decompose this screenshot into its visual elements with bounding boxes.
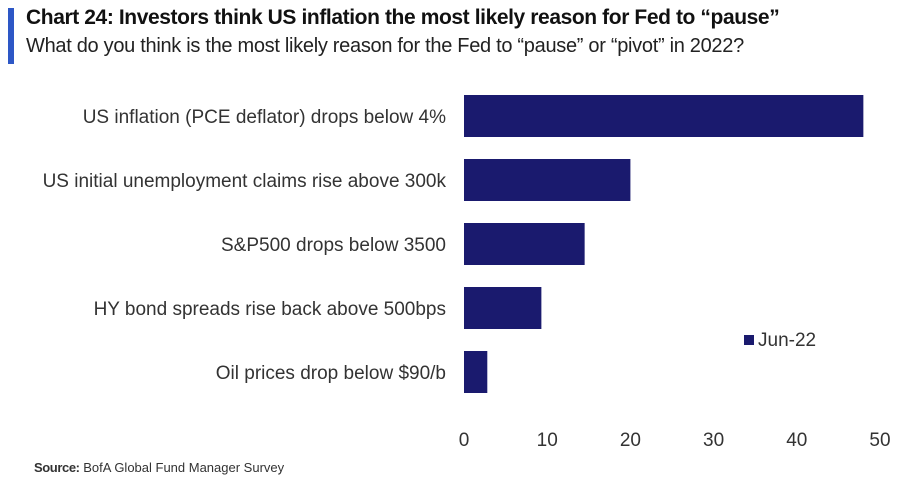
category-label-4: HY bond spreads rise back above 500bps — [94, 299, 446, 320]
x-axis-ticks: 0 10 20 30 40 50 — [459, 430, 891, 451]
title-accent-bar — [8, 8, 14, 64]
bar-5 — [464, 351, 488, 393]
legend-swatch — [744, 335, 754, 345]
bar-2 — [464, 159, 631, 201]
category-label-2: US initial unemployment claims rise abov… — [43, 171, 447, 192]
x-tick-40: 40 — [786, 430, 807, 451]
legend-label: Jun-22 — [758, 330, 816, 351]
x-tick-50: 50 — [869, 430, 890, 451]
category-label-5: Oil prices drop below $90/b — [216, 363, 446, 384]
bars-layer — [464, 95, 864, 393]
source-label: Source: — [34, 460, 80, 475]
category-labels: US inflation (PCE deflator) drops below … — [43, 107, 447, 384]
bar-1 — [464, 95, 864, 137]
chart-subtitle: What do you think is the most likely rea… — [26, 35, 744, 57]
x-tick-0: 0 — [459, 430, 470, 451]
bar-3 — [464, 223, 585, 265]
category-label-3: S&P500 drops below 3500 — [221, 235, 446, 256]
bar-4 — [464, 287, 542, 329]
x-tick-20: 20 — [620, 430, 641, 451]
x-tick-30: 30 — [703, 430, 724, 451]
chart-title: Chart 24: Investors think US inflation t… — [26, 6, 780, 29]
legend: Jun-22 — [744, 330, 816, 351]
x-tick-10: 10 — [537, 430, 558, 451]
source-text: BofA Global Fund Manager Survey — [83, 460, 285, 475]
category-label-1: US inflation (PCE deflator) drops below … — [83, 107, 446, 128]
source-note: Source: BofA Global Fund Manager Survey — [34, 460, 284, 475]
